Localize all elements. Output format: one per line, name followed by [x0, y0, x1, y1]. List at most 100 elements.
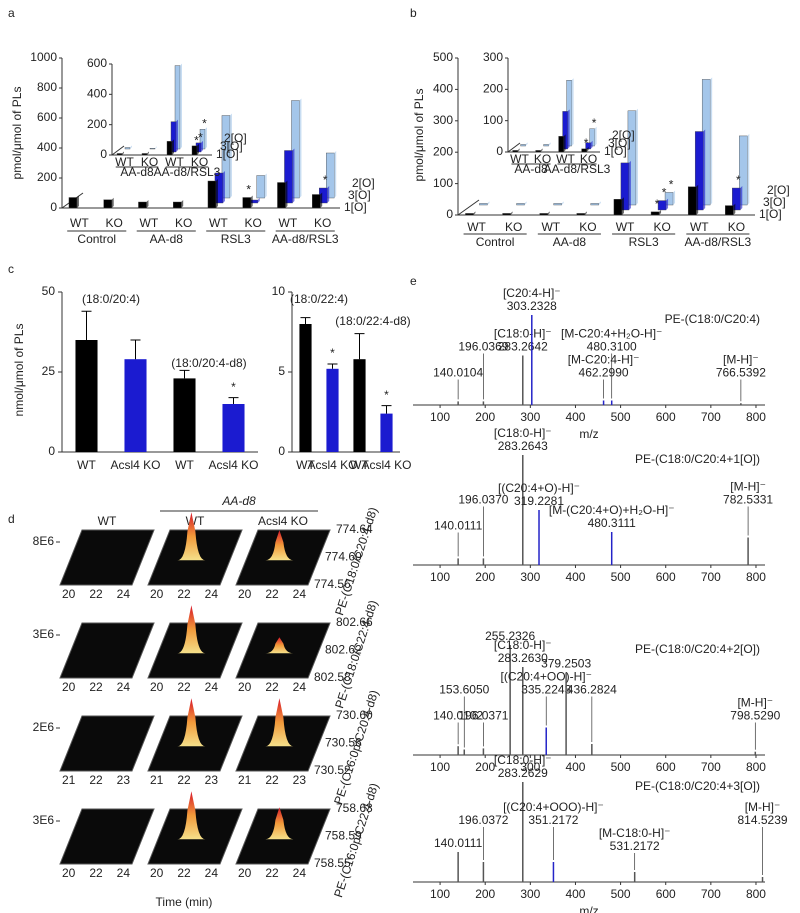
spectrum-title: PE-(C18:0/C20:4+3[O])	[635, 779, 760, 793]
peak-mz-label: 196.0370	[458, 493, 508, 507]
x-tick-label: 20	[150, 587, 164, 601]
x-tick-label: 20	[62, 587, 76, 601]
bar	[312, 194, 321, 209]
x-tick-label: 400	[565, 887, 585, 901]
significance-marker: *	[231, 380, 236, 394]
bar-side	[571, 78, 574, 146]
bar-side	[540, 148, 543, 152]
error-bar	[381, 405, 392, 414]
bar	[479, 203, 488, 206]
y-tick-label: 0	[100, 147, 107, 161]
bar	[590, 203, 599, 206]
error-bar	[179, 369, 190, 379]
x-tick-label: 21	[62, 773, 76, 787]
y-tick-label: 0	[496, 144, 503, 158]
group-label: AA-d8	[150, 232, 184, 246]
bar	[242, 197, 251, 209]
y-tick-label: 100	[483, 113, 503, 127]
error-bar	[300, 317, 311, 324]
legend-label: 1[O]	[344, 200, 367, 214]
x-tick-label: WT	[510, 152, 529, 166]
chromatogram-panel	[59, 715, 155, 772]
bar-side	[201, 140, 203, 152]
legend-label: 2[O]	[767, 183, 790, 197]
group-label: AA-d8/RSL3	[544, 162, 611, 176]
depth-axis	[507, 142, 521, 153]
x-tick-label: WT	[175, 458, 194, 472]
bar	[277, 182, 286, 209]
peak-mz-label: 196.0369	[458, 340, 508, 354]
panel-letter: b	[410, 6, 417, 20]
peak-mz-label: 798.5290	[730, 709, 780, 723]
x-tick-label: 24	[293, 866, 307, 880]
bar	[380, 413, 393, 452]
x-tick-label: 22	[265, 773, 279, 787]
panel-letter: a	[8, 6, 15, 20]
bar	[299, 324, 312, 452]
bar-side	[299, 98, 302, 198]
y-tick-label: 3E6	[33, 813, 55, 827]
bar-side	[122, 151, 124, 155]
peak-mz-label: 303.2328	[507, 299, 557, 313]
peak-mz-label: 283.2642	[498, 340, 548, 354]
bar-side	[659, 209, 662, 215]
x-tick-label: 200	[475, 410, 495, 424]
peak-mz-label: 480.3111	[588, 516, 637, 530]
x-tick-label: 22	[177, 680, 191, 694]
significance-marker: *	[194, 133, 199, 147]
y-tick-label: 10	[272, 284, 286, 298]
legend-label: 3[O]	[220, 139, 243, 153]
mz-tick-label: 758.63	[336, 801, 373, 815]
depth-axis	[457, 199, 480, 216]
x-tick-label: 20	[238, 587, 252, 601]
bar	[68, 197, 78, 209]
peak-name-label: [M-C20:4-H]⁻	[568, 353, 640, 367]
x-tick-label: 24	[117, 866, 131, 880]
bar-side	[250, 195, 253, 208]
bar	[516, 203, 525, 206]
peak-name-label: [M-H]⁻	[745, 800, 781, 814]
x-tick-label: 300	[520, 570, 540, 584]
x-tick-label: 300	[520, 887, 540, 901]
bar-side	[521, 147, 524, 149]
y-tick-label: 300	[483, 50, 503, 64]
peak-name-label: [M-C20:4+H₂O-H]⁻	[561, 327, 662, 341]
bar-side	[561, 201, 564, 205]
bar-side	[172, 139, 174, 155]
x-axis-label: m/z	[579, 427, 598, 441]
peak-name-label: [M-(C20:4+O)+H₂O-H]⁻	[549, 503, 675, 517]
bar-side	[334, 151, 337, 198]
y-tick-label: 0	[48, 444, 55, 458]
panel-letter: c	[8, 262, 14, 276]
x-tick-label: KO	[580, 152, 597, 166]
x-tick-label: 700	[701, 760, 721, 774]
peak-mz-label: 462.2990	[579, 366, 629, 380]
y-tick-label: 400	[87, 87, 107, 101]
x-tick-label: WT	[616, 220, 635, 234]
x-tick-label: KO	[314, 216, 331, 230]
bar	[124, 147, 131, 150]
bar-side	[517, 148, 520, 152]
peak	[177, 512, 206, 561]
depth-axis	[111, 145, 125, 156]
bar-side	[320, 192, 323, 208]
bar-side	[90, 196, 93, 198]
significance-marker: *	[669, 177, 674, 191]
x-tick-label: 22	[265, 866, 279, 880]
x-tick-label: KO	[534, 152, 551, 166]
significance-marker: *	[246, 182, 251, 196]
x-tick-label: 200	[475, 887, 495, 901]
y-axis-label: nmol/μmol of PLs	[12, 324, 26, 417]
mz-tick-label: 802.58	[314, 670, 351, 684]
peak	[265, 637, 294, 654]
x-tick-label: 20	[62, 680, 76, 694]
x-tick-label: KO	[654, 220, 671, 234]
peak-mz-label: 153.6050	[439, 683, 489, 697]
x-tick-label: 24	[205, 587, 219, 601]
y-tick-label: 100	[433, 176, 453, 190]
y-tick-label: 3E6	[33, 627, 55, 641]
peak-mz-label: 319.2281	[514, 494, 564, 508]
annotation: (18:0/20:4)	[82, 292, 140, 306]
x-tick-label: 400	[565, 570, 585, 584]
peak-name-label: [C18:0-H]⁻	[494, 426, 552, 440]
